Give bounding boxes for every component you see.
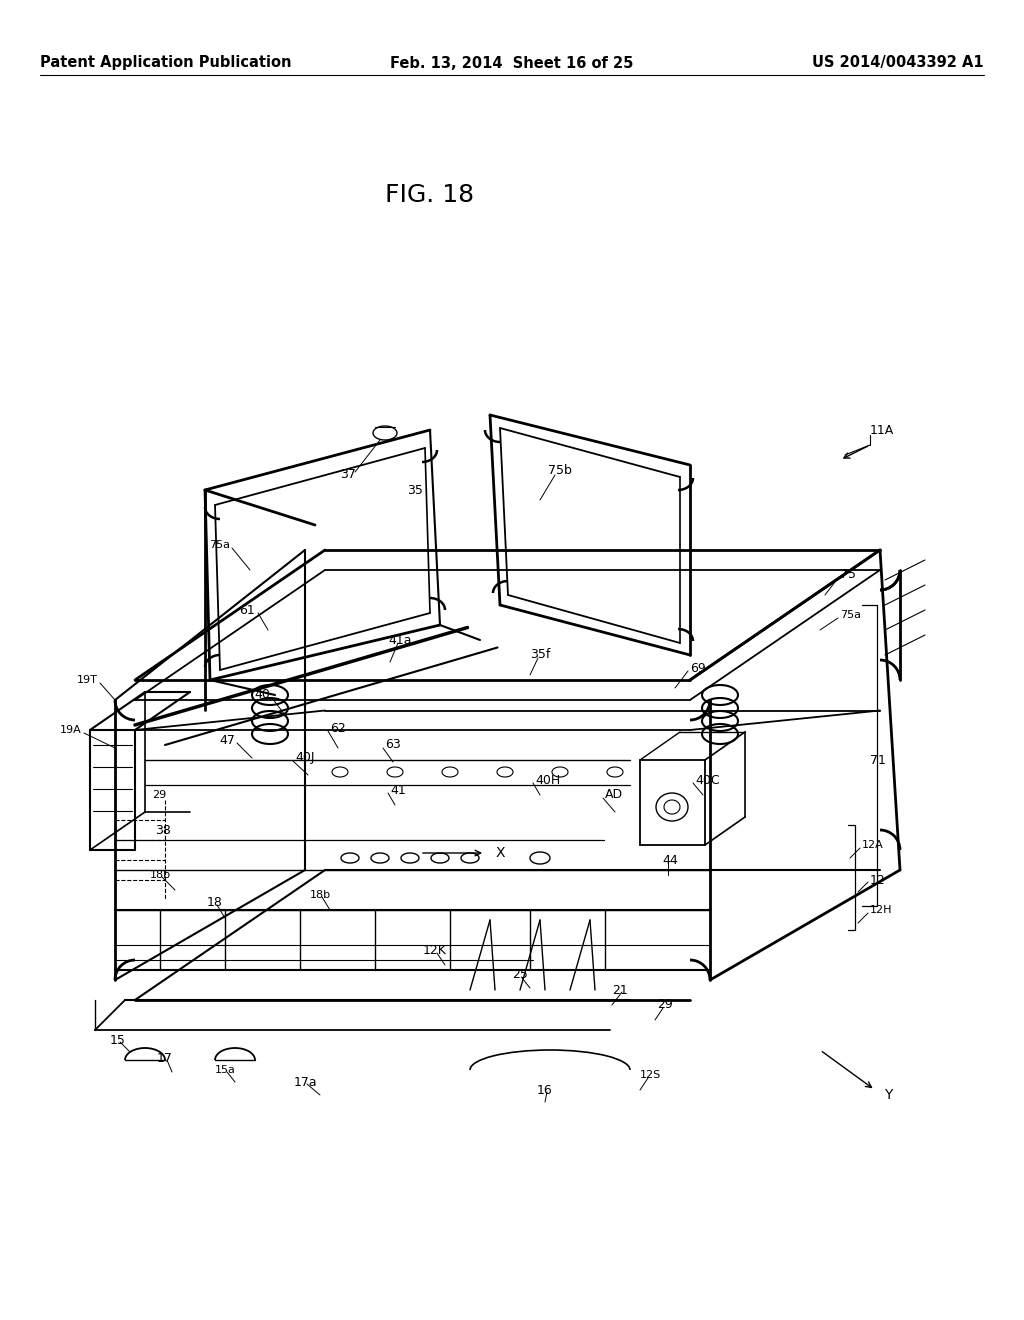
Text: 35: 35 — [408, 483, 423, 496]
Text: 25: 25 — [512, 969, 528, 982]
Text: 12S: 12S — [639, 1071, 660, 1080]
Text: 17a: 17a — [293, 1076, 316, 1089]
Text: 21: 21 — [612, 983, 628, 997]
Text: 63: 63 — [385, 738, 400, 751]
Text: 44: 44 — [663, 854, 678, 866]
Text: X: X — [496, 846, 505, 861]
Text: 18: 18 — [207, 896, 223, 909]
Text: 75b: 75b — [548, 463, 572, 477]
Text: 11A: 11A — [870, 424, 894, 437]
Text: 29: 29 — [657, 998, 673, 1011]
Text: 12A: 12A — [862, 840, 884, 850]
Text: 69: 69 — [690, 661, 706, 675]
Text: 40J: 40J — [295, 751, 314, 764]
Text: 15a: 15a — [215, 1065, 236, 1074]
Text: 35f: 35f — [529, 648, 550, 661]
Text: AD: AD — [605, 788, 624, 801]
Text: 47: 47 — [219, 734, 234, 747]
Text: 18b: 18b — [150, 870, 171, 880]
Text: Patent Application Publication: Patent Application Publication — [40, 55, 292, 70]
Text: 19T: 19T — [77, 675, 98, 685]
Text: 29: 29 — [152, 789, 166, 800]
Text: 75a: 75a — [209, 540, 230, 550]
Text: 75a: 75a — [840, 610, 861, 620]
Text: 19A: 19A — [60, 725, 82, 735]
Text: 12K: 12K — [423, 944, 446, 957]
Text: 15: 15 — [110, 1034, 126, 1047]
Text: FIG. 18: FIG. 18 — [385, 183, 474, 207]
Text: 37: 37 — [340, 469, 356, 482]
Text: 75: 75 — [840, 569, 856, 582]
Text: Y: Y — [884, 1088, 892, 1102]
Text: 41a: 41a — [388, 634, 412, 647]
Text: 12: 12 — [870, 874, 886, 887]
Text: 40H: 40H — [535, 774, 560, 787]
Text: US 2014/0043392 A1: US 2014/0043392 A1 — [812, 55, 984, 70]
Text: 17: 17 — [157, 1052, 173, 1064]
Text: 40: 40 — [254, 689, 270, 701]
Text: 18b: 18b — [309, 890, 331, 900]
Text: 40C: 40C — [695, 774, 720, 787]
Text: 61: 61 — [240, 603, 255, 616]
Text: 41: 41 — [390, 784, 406, 796]
Text: 16: 16 — [538, 1084, 553, 1097]
Text: 38: 38 — [155, 824, 171, 837]
Text: 71: 71 — [870, 754, 886, 767]
Text: 62: 62 — [330, 722, 346, 734]
Text: 12H: 12H — [870, 906, 893, 915]
Text: Feb. 13, 2014  Sheet 16 of 25: Feb. 13, 2014 Sheet 16 of 25 — [390, 55, 634, 70]
